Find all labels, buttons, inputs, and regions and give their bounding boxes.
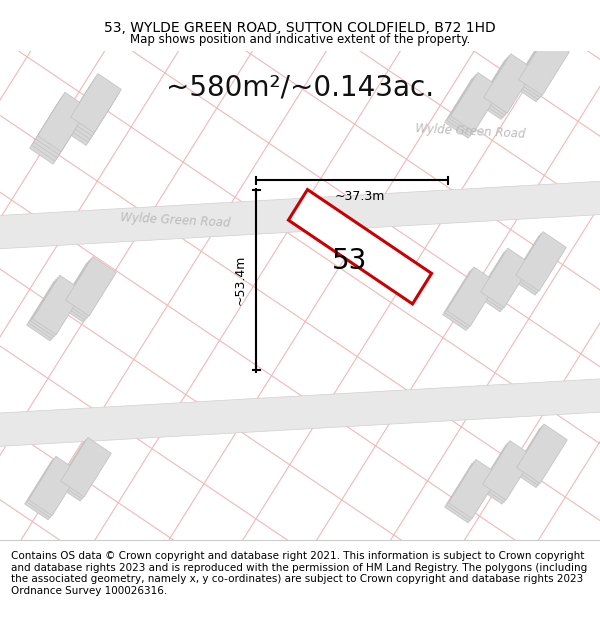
- Text: 53: 53: [332, 248, 368, 275]
- Polygon shape: [517, 38, 568, 98]
- Polygon shape: [449, 459, 499, 519]
- Polygon shape: [26, 281, 77, 341]
- Text: Contains OS data © Crown copyright and database right 2021. This information is : Contains OS data © Crown copyright and d…: [11, 551, 587, 596]
- Polygon shape: [67, 80, 118, 139]
- Polygon shape: [71, 74, 121, 133]
- Text: 53, WYLDE GREEN ROAD, SUTTON COLDFIELD, B72 1HD: 53, WYLDE GREEN ROAD, SUTTON COLDFIELD, …: [104, 21, 496, 34]
- Polygon shape: [26, 458, 77, 518]
- Polygon shape: [65, 256, 116, 316]
- Polygon shape: [479, 250, 529, 310]
- Polygon shape: [512, 236, 562, 295]
- Polygon shape: [482, 441, 533, 500]
- Polygon shape: [62, 86, 113, 146]
- Polygon shape: [517, 424, 568, 483]
- Polygon shape: [35, 96, 86, 155]
- Polygon shape: [515, 426, 565, 486]
- Polygon shape: [68, 77, 119, 136]
- Polygon shape: [32, 275, 83, 335]
- Text: ~37.3m: ~37.3m: [335, 191, 385, 203]
- Text: Map shows position and indicative extent of the property.: Map shows position and indicative extent…: [130, 34, 470, 46]
- Polygon shape: [478, 60, 529, 119]
- Polygon shape: [0, 180, 600, 250]
- Polygon shape: [29, 105, 80, 164]
- Polygon shape: [65, 83, 115, 142]
- Polygon shape: [62, 261, 112, 320]
- Text: ~53.4m: ~53.4m: [233, 255, 247, 305]
- Polygon shape: [518, 36, 569, 96]
- Polygon shape: [514, 234, 565, 293]
- Polygon shape: [64, 259, 115, 318]
- Polygon shape: [449, 74, 499, 134]
- Polygon shape: [515, 40, 565, 100]
- Text: ~580m²/~0.143ac.: ~580m²/~0.143ac.: [166, 74, 434, 102]
- Polygon shape: [56, 442, 107, 501]
- Polygon shape: [59, 439, 109, 499]
- Polygon shape: [484, 54, 535, 113]
- Polygon shape: [445, 79, 496, 138]
- Polygon shape: [443, 271, 493, 331]
- Polygon shape: [25, 461, 76, 520]
- Polygon shape: [59, 262, 110, 322]
- Polygon shape: [32, 102, 82, 161]
- Polygon shape: [446, 77, 497, 136]
- Polygon shape: [446, 461, 497, 521]
- Polygon shape: [445, 269, 496, 329]
- Polygon shape: [481, 442, 532, 502]
- Polygon shape: [38, 92, 88, 152]
- Polygon shape: [0, 378, 600, 448]
- Polygon shape: [512, 42, 563, 102]
- Polygon shape: [451, 72, 502, 132]
- Polygon shape: [512, 428, 563, 488]
- Polygon shape: [29, 279, 79, 339]
- Polygon shape: [289, 189, 431, 304]
- Polygon shape: [515, 232, 566, 291]
- Polygon shape: [61, 438, 112, 497]
- Polygon shape: [479, 58, 530, 118]
- Polygon shape: [479, 445, 529, 504]
- Text: Wylde Green Road: Wylde Green Road: [415, 122, 526, 141]
- Polygon shape: [29, 456, 79, 516]
- Polygon shape: [34, 99, 85, 158]
- Polygon shape: [481, 248, 532, 308]
- Text: Wylde Green Road: Wylde Green Road: [119, 211, 230, 230]
- Polygon shape: [482, 56, 532, 115]
- Polygon shape: [445, 464, 496, 523]
- Polygon shape: [31, 278, 82, 337]
- Polygon shape: [476, 253, 527, 312]
- Polygon shape: [446, 267, 497, 326]
